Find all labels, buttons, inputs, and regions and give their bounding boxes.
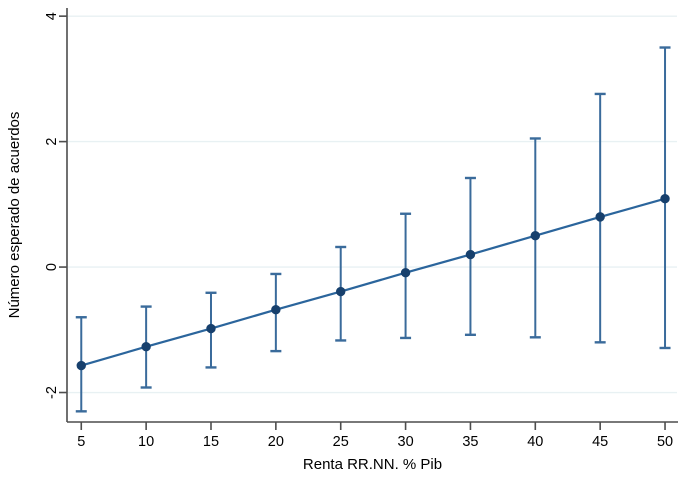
x-tick-label: 15 (203, 434, 219, 450)
data-point (141, 342, 151, 352)
x-tick-label: 25 (333, 434, 349, 450)
trend-line (80, 197, 666, 367)
y-tick-label: 4 (44, 12, 60, 20)
data-point (465, 249, 476, 260)
data-point (76, 360, 86, 371)
y-tick-label: 2 (44, 138, 60, 146)
data-point (530, 231, 541, 241)
y-tick-label: -2 (44, 386, 60, 399)
x-tick-label: 45 (592, 434, 608, 450)
x-tick-label: 20 (268, 434, 284, 450)
x-tick-label: 10 (138, 434, 154, 450)
data-point (271, 305, 281, 315)
x-axis-title: Renta RR.NN. % Pib (303, 456, 442, 473)
y-tick-label: 0 (44, 263, 60, 271)
x-tick-label: 5 (77, 434, 85, 450)
data-point (400, 268, 411, 278)
x-tick-label: 30 (398, 434, 414, 450)
x-tick-label: 40 (527, 434, 543, 450)
x-tick-label: 50 (657, 434, 673, 450)
x-tick-label: 35 (462, 434, 478, 450)
data-point (595, 212, 605, 222)
data-point (336, 286, 346, 297)
data-point (206, 323, 216, 334)
y-axis-title: Número esperado de acuerdos (6, 112, 23, 319)
data-point (660, 193, 670, 204)
